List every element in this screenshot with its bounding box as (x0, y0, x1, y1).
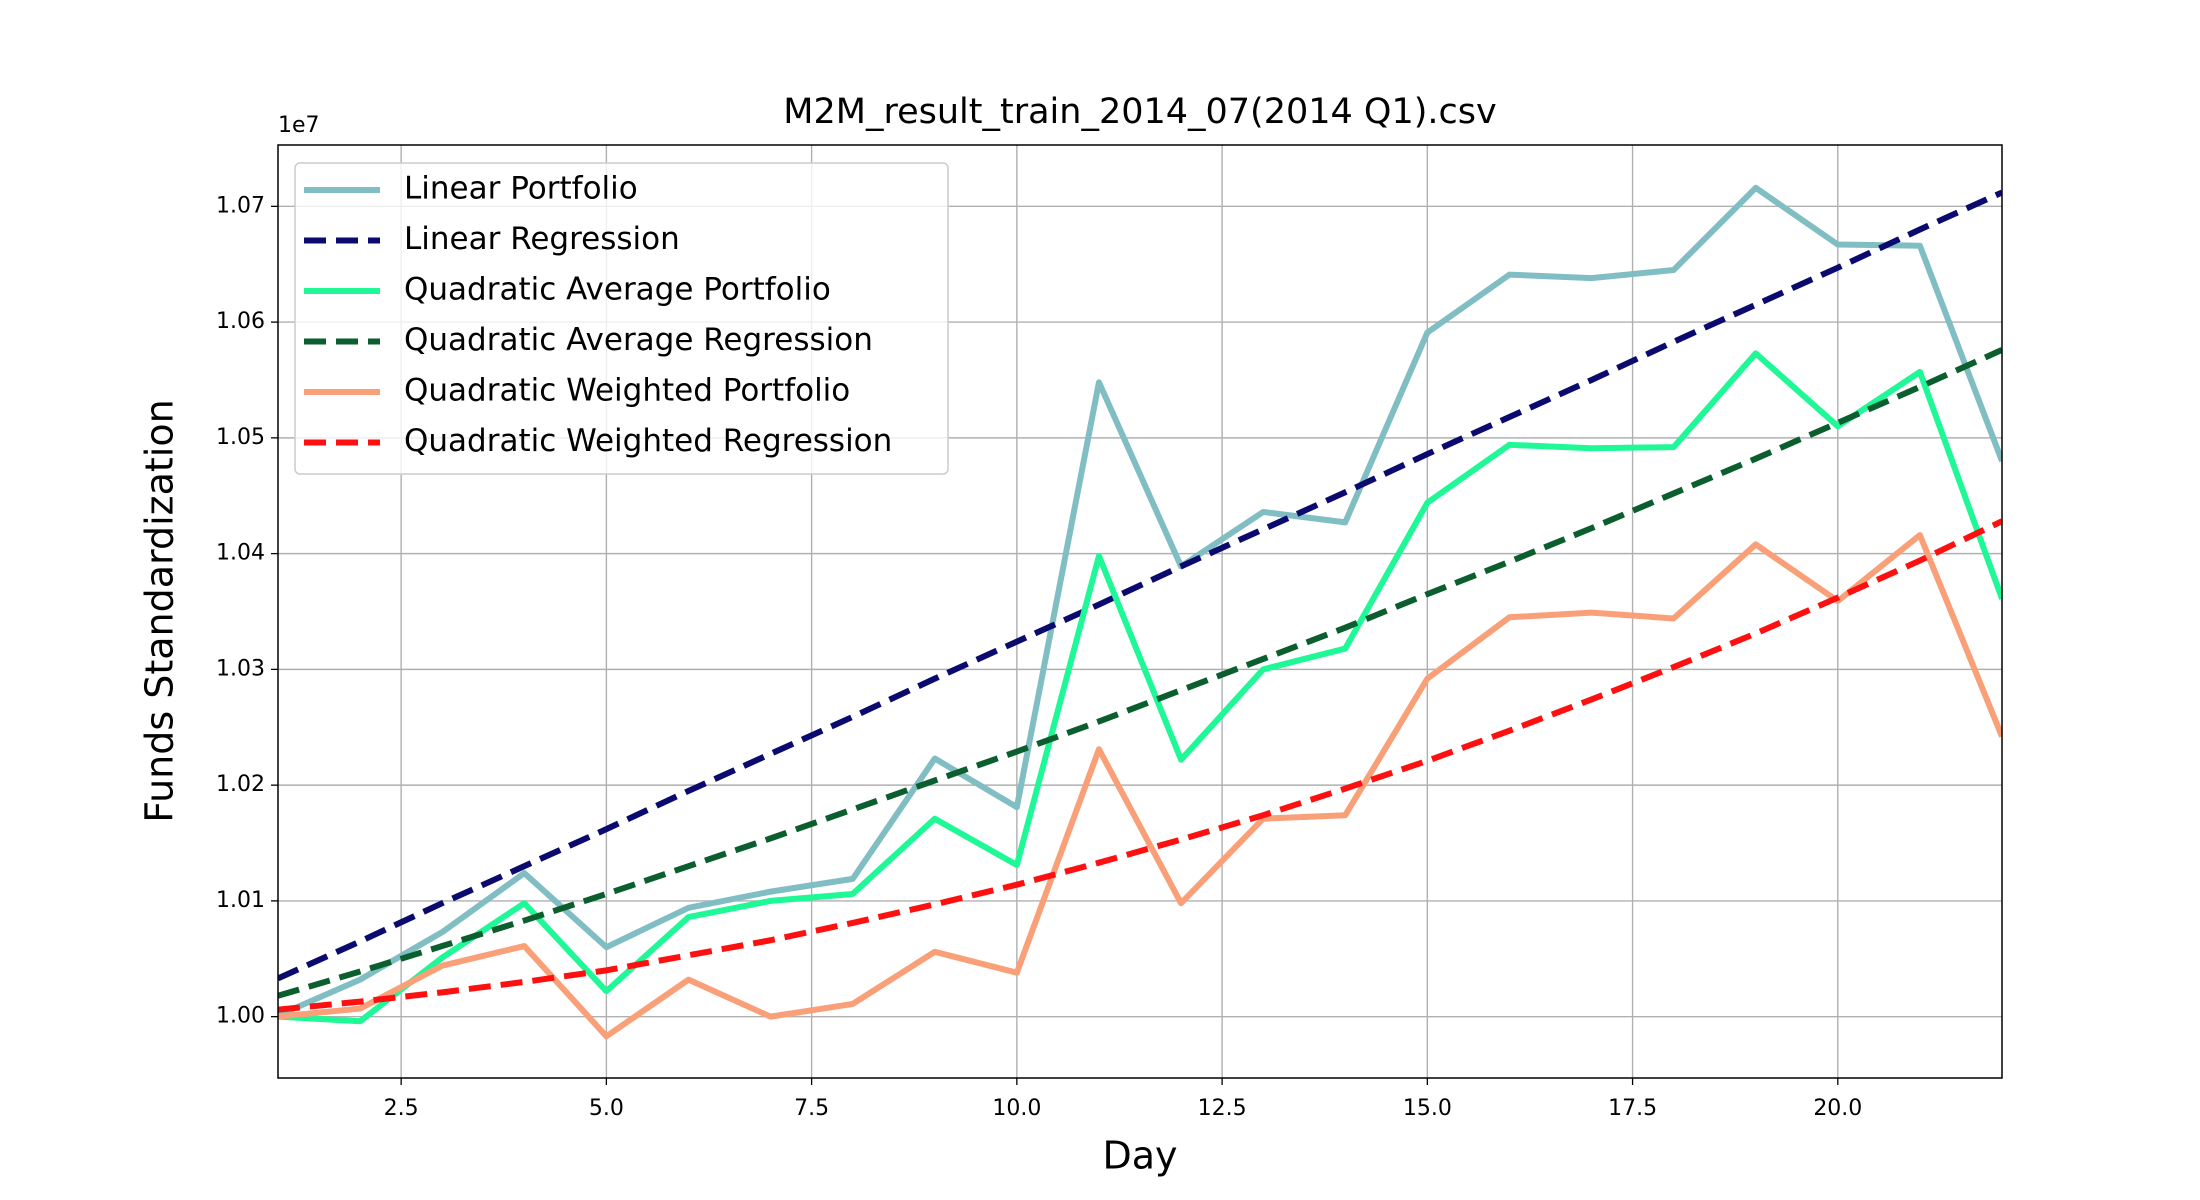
legend-label: Quadratic Average Portfolio (404, 272, 831, 308)
y-offset-label: 1e7 (278, 113, 320, 138)
y-tick-label: 1.00 (216, 1004, 265, 1029)
y-tick-label: 1.06 (216, 309, 265, 334)
legend-label: Quadratic Weighted Regression (404, 423, 892, 459)
y-tick-label: 1.05 (216, 425, 265, 450)
x-tick-label: 15.0 (1403, 1096, 1452, 1121)
legend: Linear Portfolio Linear Regression Quadrat… (294, 162, 949, 475)
x-axis-label: Day (1102, 1134, 1177, 1178)
legend-label: Quadratic Average Regression (404, 322, 873, 358)
legend-label: Quadratic Weighted Portfolio (404, 373, 850, 409)
x-tick-label: 7.5 (794, 1096, 829, 1121)
legend-box (294, 162, 949, 475)
plot-area (278, 184, 2002, 1040)
axes: 2.5 5.0 7.5 10.0 12.5 15.0 17.5 20.0 1.00 1.01 1.0… (216, 193, 1862, 1121)
series-line (278, 518, 2002, 1013)
series-line (278, 189, 2002, 982)
x-tick-label: 2.5 (384, 1096, 419, 1121)
x-tick-label: 17.5 (1608, 1096, 1657, 1121)
series-line (278, 347, 2002, 999)
legend-label: Linear Regression (404, 221, 680, 257)
y-tick-label: 1.01 (216, 888, 265, 913)
plot-frame (277, 144, 2003, 1079)
y-tick-label: 1.02 (216, 772, 265, 797)
y-tick-label: 1.04 (216, 541, 265, 566)
chart-title: M2M_result_train_2014_07(2014 Q1).csv (783, 92, 1496, 132)
x-tick-label: 20.0 (1813, 1096, 1862, 1121)
y-tick-label: 1.03 (216, 656, 265, 681)
y-tick-label: 1.07 (216, 193, 265, 218)
series-line (278, 350, 2002, 1025)
legend-label: Linear Portfolio (404, 171, 638, 207)
x-tick-label: 12.5 (1198, 1096, 1247, 1121)
y-axis-label: Funds Standardization (138, 399, 182, 822)
x-tick-label: 5.0 (589, 1096, 624, 1121)
x-tick-label: 10.0 (992, 1096, 1041, 1121)
series-line (278, 532, 2002, 1040)
